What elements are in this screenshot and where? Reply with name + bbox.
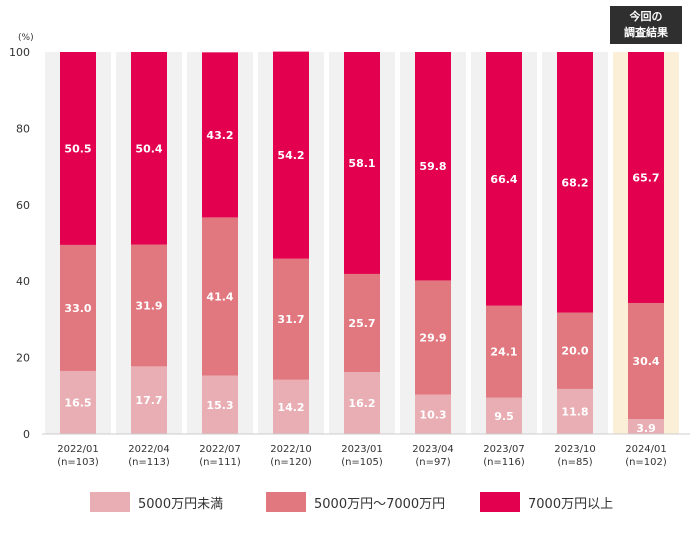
data-label: 14.2 <box>277 401 304 414</box>
x-tick-label: 2023/10 <box>554 444 596 455</box>
data-label: 11.8 <box>561 405 588 418</box>
bar-segment <box>344 52 380 274</box>
x-tick-label: 2022/04 <box>128 444 170 455</box>
current-survey-badge: 今回の 調査結果 <box>610 6 682 44</box>
sample-size-label: (n=111) <box>199 457 241 468</box>
x-tick-label: 2024/01 <box>625 444 667 455</box>
bar-segment <box>557 52 593 313</box>
bar-segment <box>131 366 167 434</box>
bar-segment <box>415 280 451 395</box>
data-label: 59.8 <box>419 160 446 173</box>
bar-segment <box>486 305 522 398</box>
legend-label: 5000万円未満 <box>138 496 224 512</box>
data-label: 33.0 <box>64 302 91 315</box>
bar-segment <box>273 51 309 259</box>
bar-segment <box>344 273 380 373</box>
sample-size-label: (n=120) <box>270 457 312 468</box>
bar-segment <box>344 372 380 434</box>
legend-swatch <box>90 492 130 512</box>
bar-segment <box>202 52 238 218</box>
data-label: 16.5 <box>64 396 91 409</box>
bar-segment <box>486 52 522 306</box>
y-tick-label: 60 <box>16 199 30 212</box>
legend-item-5000-7000: 5000万円～7000万円 <box>266 492 445 512</box>
data-label: 31.9 <box>135 299 162 312</box>
data-label: 10.3 <box>419 408 446 421</box>
data-label: 15.3 <box>206 399 233 412</box>
data-label: 9.5 <box>494 410 514 423</box>
y-tick-label: 20 <box>16 352 30 365</box>
legend-label: 7000万円以上 <box>528 496 614 512</box>
data-label: 54.2 <box>277 149 304 162</box>
y-tick-label: 100 <box>9 46 30 59</box>
data-label: 50.4 <box>135 142 162 155</box>
x-tick-label: 2022/10 <box>270 444 312 455</box>
badge-line-1: 今回の <box>629 10 663 23</box>
bar-segment <box>628 302 664 420</box>
bar-segment <box>628 52 664 303</box>
data-label: 68.2 <box>561 176 588 189</box>
y-tick-label: 0 <box>23 428 30 441</box>
bar-segment <box>486 397 522 434</box>
data-label: 31.7 <box>277 313 304 326</box>
y-tick-label: 40 <box>16 275 30 288</box>
y-unit-label: (%) <box>18 33 34 43</box>
sample-size-label: (n=103) <box>57 457 99 468</box>
x-tick-label: 2022/01 <box>57 444 99 455</box>
bar-segment <box>273 379 309 434</box>
sample-size-label: (n=116) <box>483 457 525 468</box>
sample-size-label: (n=97) <box>415 457 450 468</box>
data-label: 65.7 <box>632 171 659 184</box>
data-label: 16.2 <box>348 397 375 410</box>
bar-segment <box>60 52 96 245</box>
bar-segment <box>131 52 167 245</box>
data-label: 58.1 <box>348 157 375 170</box>
x-tick-label: 2023/04 <box>412 444 454 455</box>
data-label: 25.7 <box>348 317 375 330</box>
bar-segment <box>557 388 593 434</box>
bar-segment <box>557 312 593 389</box>
sample-size-label: (n=113) <box>128 457 170 468</box>
legend-item-under-5000: 5000万円未満 <box>90 492 223 512</box>
bar-segment <box>202 375 238 434</box>
sample-size-label: (n=102) <box>625 457 667 468</box>
data-label: 41.4 <box>206 290 233 303</box>
data-label: 50.5 <box>64 142 91 155</box>
sample-size-label: (n=105) <box>341 457 383 468</box>
data-label: 24.1 <box>490 346 517 359</box>
data-label: 3.9 <box>636 422 656 435</box>
bar-segment <box>628 419 664 434</box>
bar-segment <box>415 394 451 434</box>
x-tick-label: 2023/01 <box>341 444 383 455</box>
badge-line-2: 調査結果 <box>624 26 668 39</box>
data-label: 29.9 <box>419 332 446 345</box>
data-label: 66.4 <box>490 173 517 186</box>
bar-segment <box>131 244 167 367</box>
data-label: 17.7 <box>135 394 162 407</box>
sample-size-label: (n=85) <box>557 457 592 468</box>
x-tick-label: 2023/07 <box>483 444 525 455</box>
legend: 5000万円未満 5000万円～7000万円 7000万円以上 <box>0 492 700 522</box>
legend-item-over-7000: 7000万円以上 <box>480 492 613 512</box>
data-label: 30.4 <box>632 355 659 368</box>
bar-segment <box>60 244 96 371</box>
bar-segment <box>60 370 96 434</box>
legend-swatch <box>480 492 520 512</box>
legend-swatch <box>266 492 306 512</box>
bar-segment <box>415 52 451 281</box>
x-tick-label: 2022/07 <box>199 444 241 455</box>
data-label: 20.0 <box>561 345 588 358</box>
bar-segment <box>273 258 309 380</box>
data-label: 43.2 <box>206 129 233 142</box>
y-tick-label: 80 <box>16 122 30 135</box>
legend-label: 5000万円～7000万円 <box>314 496 446 512</box>
bar-segment <box>202 217 238 376</box>
